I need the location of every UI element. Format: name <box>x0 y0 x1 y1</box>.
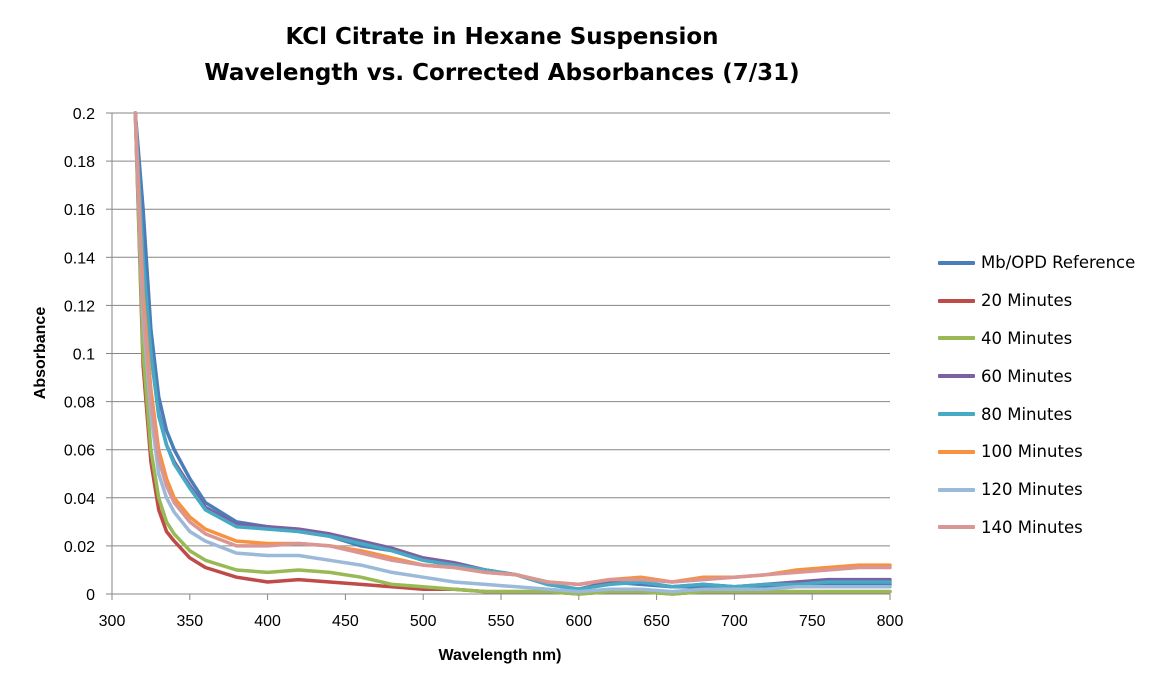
y-tick-label: 0.2 <box>73 106 95 123</box>
legend-swatch <box>938 374 975 379</box>
y-tick-label: 0.12 <box>64 298 95 315</box>
legend-item: 140 Minutes <box>938 509 1135 547</box>
legend-label: 20 Minutes <box>981 291 1073 311</box>
series-line <box>133 111 892 596</box>
legend-item: Mb/OPD Reference <box>938 244 1135 282</box>
chart-title: KCl Citrate in Hexane Suspension <box>285 24 719 50</box>
x-tick-label: 500 <box>410 613 437 630</box>
legend-swatch <box>938 336 975 341</box>
legend-swatch <box>938 525 975 530</box>
legend-item: 40 Minutes <box>938 320 1135 358</box>
series-line <box>133 111 892 594</box>
legend-swatch <box>938 412 975 417</box>
legend-label: 60 Minutes <box>981 366 1073 386</box>
x-tick-label: 650 <box>643 613 670 630</box>
legend: Mb/OPD Reference 20 Minutes 40 Minutes 60 M… <box>938 244 1135 546</box>
legend-item: 100 Minutes <box>938 433 1135 471</box>
series-line <box>133 111 892 587</box>
legend-label: Mb/OPD Reference <box>981 253 1136 273</box>
x-tick-label: 600 <box>565 613 592 630</box>
legend-item: 120 Minutes <box>938 471 1135 509</box>
x-axis-label: Wavelength nm) <box>439 647 562 664</box>
y-axis-label: Absorbance <box>32 307 49 400</box>
x-tick-label: 300 <box>99 613 126 630</box>
series-lines <box>133 111 892 596</box>
legend-label: 80 Minutes <box>981 404 1073 424</box>
y-tick-label: 0.16 <box>64 202 95 219</box>
gridlines <box>112 112 890 547</box>
x-tick-label: 450 <box>332 613 359 630</box>
y-tick-label: 0.02 <box>64 539 95 556</box>
x-tick-label: 800 <box>877 613 904 630</box>
y-tick-label: 0.04 <box>64 491 95 508</box>
x-tick-label: 350 <box>176 613 203 630</box>
legend-item: 60 Minutes <box>938 357 1135 395</box>
tick-labels: 0 0.02 0.04 0.06 0.08 0.1 0.12 0.14 0.16 0.18 0.2 3… <box>64 106 904 630</box>
x-tick-label: 550 <box>488 613 515 630</box>
chart-subtitle: Wavelength vs. Corrected Absorbances (7/… <box>204 60 800 86</box>
legend-label: 40 Minutes <box>981 328 1073 348</box>
legend-swatch <box>938 487 975 492</box>
y-tick-label: 0.06 <box>64 443 95 460</box>
y-tick-label: 0.14 <box>64 250 95 267</box>
axes <box>106 112 891 600</box>
legend-swatch <box>938 260 975 265</box>
legend-swatch <box>938 298 975 303</box>
series-line <box>133 111 892 587</box>
series-line <box>133 111 892 591</box>
x-tick-label: 750 <box>799 613 826 630</box>
legend-label: 140 Minutes <box>981 517 1083 537</box>
legend-label: 100 Minutes <box>981 442 1083 462</box>
legend-item: 20 Minutes <box>938 282 1135 320</box>
legend-item: 80 Minutes <box>938 395 1135 433</box>
series-line <box>133 111 892 591</box>
legend-label: 120 Minutes <box>981 480 1083 500</box>
series-line <box>133 111 892 591</box>
y-tick-label: 0.1 <box>73 347 95 364</box>
y-tick-label: 0 <box>86 587 95 604</box>
y-tick-label: 0.08 <box>64 395 95 412</box>
x-tick-label: 400 <box>254 613 281 630</box>
x-tick-label: 700 <box>721 613 748 630</box>
legend-swatch <box>938 449 975 454</box>
y-tick-label: 0.18 <box>64 154 95 171</box>
